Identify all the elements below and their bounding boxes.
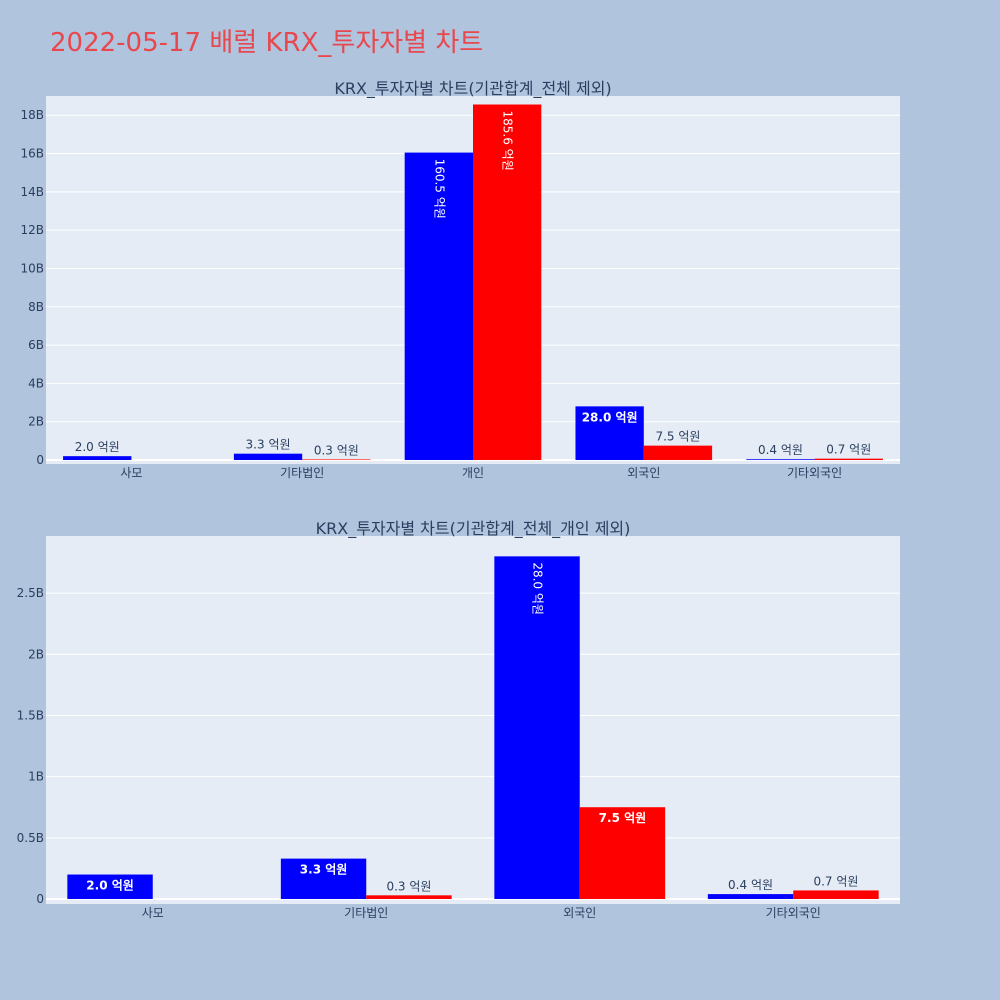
y-tick-label: 4B bbox=[28, 376, 44, 390]
data-label: 0.4 억원 bbox=[758, 443, 803, 457]
y-tick-label: 12B bbox=[20, 223, 44, 237]
chart-2: 0 0.5B 1B 1.5B 2B 2.5B KRX_투자자별 차트(기관합계_전체_개인 … bbox=[17, 519, 900, 920]
bar bbox=[280, 858, 367, 899]
plot-area bbox=[46, 536, 900, 904]
y-tick-label: 2.5B bbox=[17, 586, 44, 600]
data-label: 7.5 억원 bbox=[599, 811, 647, 825]
data-label: 2.0 억원 bbox=[86, 879, 134, 893]
y-tick-label: 1.5B bbox=[17, 708, 44, 722]
x-tick-label: 사모 bbox=[120, 466, 142, 480]
page-title: 2022-05-17 배럴 KRX_투자자별 차트 bbox=[50, 28, 484, 58]
x-tick-label: 외국인 bbox=[627, 466, 660, 480]
bar bbox=[302, 459, 371, 460]
bar bbox=[67, 874, 153, 899]
y-tick-label: 16B bbox=[20, 147, 44, 161]
bar bbox=[404, 152, 473, 461]
bar bbox=[793, 890, 879, 899]
bar bbox=[575, 406, 644, 460]
x-tick-label: 기타외국인 bbox=[766, 906, 821, 920]
data-label: 0.3 억원 bbox=[386, 879, 431, 893]
x-tick-label: 기타외국인 bbox=[787, 466, 842, 480]
data-label: 0.7 억원 bbox=[826, 443, 871, 457]
data-label: 0.7 억원 bbox=[813, 874, 858, 888]
data-label: 28.0 억원 bbox=[582, 410, 638, 424]
data-label: 3.3 억원 bbox=[300, 863, 348, 877]
bar bbox=[814, 458, 883, 460]
data-label: 160.5 억원 bbox=[432, 159, 446, 219]
chart-title: KRX_투자자별 차트(기관합계_전체_개인 제외) bbox=[316, 519, 631, 539]
data-label: 7.5 억원 bbox=[655, 430, 700, 444]
chart-title: KRX_투자자별 차트(기관합계_전체 제외) bbox=[334, 79, 611, 99]
data-label: 3.3 억원 bbox=[246, 438, 291, 452]
y-tick-label: 2B bbox=[28, 647, 44, 661]
x-tick-label: 기타법인 bbox=[280, 466, 324, 480]
x-tick-label: 기타법인 bbox=[344, 906, 388, 920]
y-tick-label: 6B bbox=[28, 338, 44, 352]
bar bbox=[579, 807, 666, 899]
y-tick-label: 10B bbox=[20, 261, 44, 275]
y-tick-label: 18B bbox=[20, 108, 44, 122]
bar bbox=[746, 459, 815, 460]
bar bbox=[707, 894, 794, 899]
y-tick-label: 0 bbox=[36, 453, 44, 467]
data-label: 185.6 억원 bbox=[501, 111, 515, 171]
chart-1: 0 2B 4B 6B 8B 10B 12B 14B 16B 18B KRX_투자자별 차트(기관합계… bbox=[20, 79, 900, 480]
y-tick-label: 0.5B bbox=[17, 831, 44, 845]
bar bbox=[494, 556, 580, 899]
data-label: 2.0 억원 bbox=[75, 440, 120, 454]
x-tick-label: 사모 bbox=[142, 906, 164, 920]
y-tick-label: 8B bbox=[28, 300, 44, 314]
x-tick-label: 외국인 bbox=[563, 906, 596, 920]
bar bbox=[233, 453, 303, 460]
data-label: 0.4 억원 bbox=[728, 878, 773, 892]
bar bbox=[63, 456, 132, 460]
data-label: 28.0 억원 bbox=[531, 562, 545, 615]
bar bbox=[473, 104, 542, 460]
y-tick-label: 2B bbox=[28, 415, 44, 429]
data-label: 0.3 억원 bbox=[314, 443, 359, 457]
bar bbox=[366, 895, 452, 899]
y-tick-label: 14B bbox=[20, 185, 44, 199]
x-tick-label: 개인 bbox=[462, 466, 484, 480]
y-tick-label: 1B bbox=[28, 770, 44, 784]
bar bbox=[643, 445, 713, 460]
y-tick-label: 0 bbox=[36, 892, 44, 906]
